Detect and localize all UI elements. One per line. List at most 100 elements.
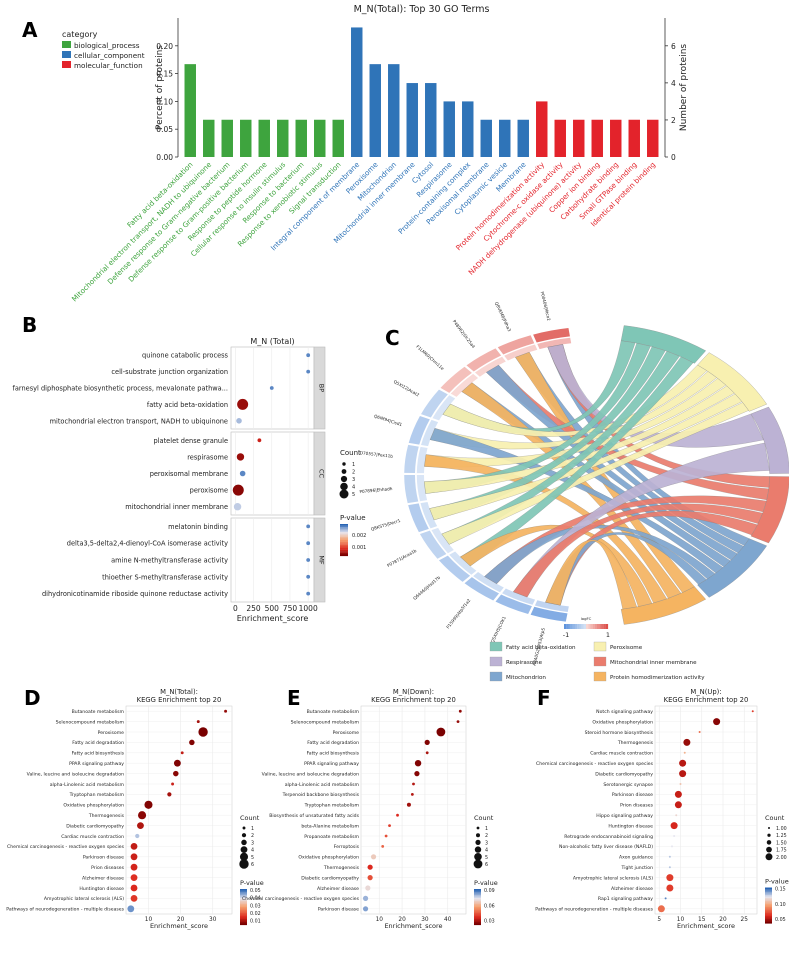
panel-label-a: A <box>22 18 38 42</box>
chart-c-scale-segment <box>566 624 569 629</box>
chart-b-facet-label: BP <box>318 384 326 392</box>
chart-e-point <box>424 739 430 746</box>
chart-a-bar <box>628 119 640 157</box>
chart-c-gene-inner-segment <box>449 551 477 575</box>
chart-e-term-label: Thermogenesis <box>323 865 360 871</box>
chart-e-term-label: alpha-Linolenic acid metabolism <box>285 782 360 788</box>
chart-d-point <box>171 782 175 786</box>
chart-d-colorbar-segment <box>240 895 247 897</box>
chart-e-colorbar-segment <box>474 917 481 920</box>
chart-d-term-label: Parkinson disease <box>83 855 124 861</box>
chart-a-bar <box>443 101 455 157</box>
chart-f-term-label: Prion diseases <box>620 803 653 809</box>
chart-b-title: M_N (Total) <box>250 337 294 346</box>
chart-f-term-label: Hippo signaling pathway <box>596 813 653 819</box>
chart-c-legend-swatch <box>593 656 607 667</box>
chart-e-colorbar-segment <box>474 920 481 923</box>
chart-b-facet-label: MF <box>318 555 326 565</box>
chart-b-term-label: cell-substrate junction organization <box>111 368 228 376</box>
chart-c-legend-label: Respirasome <box>506 660 543 666</box>
chart-a-legend-label: molecular_function <box>74 61 143 70</box>
chart-e-term-label: PPAR signaling pathway <box>304 761 359 767</box>
chart-a-legend-swatch <box>62 51 71 58</box>
chart-f-colorbar-segment <box>765 887 772 890</box>
panel-label-e: E <box>287 686 301 710</box>
chart-f-term-label: Oxidative phosphorylation <box>592 719 653 725</box>
chart-b-term-label: peroxisome <box>190 487 228 495</box>
chart-c-gene-inner-segment <box>421 419 439 447</box>
chart-f-point <box>675 814 678 817</box>
chart-b-point <box>239 470 246 477</box>
chart-d-term-label: Amyotrophic lateral sclerosis (ALS) <box>44 896 124 902</box>
chart-c-gene-inner-segment <box>504 344 538 361</box>
chart-d-colorbar-segment <box>240 916 247 918</box>
chart-d-term-label: PPAR signaling pathway <box>69 761 124 767</box>
chart-a-bar <box>221 119 233 157</box>
chart-f-size-legend-label: 1.75 <box>776 848 787 854</box>
chart-c-gene-inner-segment <box>431 527 454 554</box>
chart-b-term-label: quinone catabolic process <box>142 352 229 360</box>
chart-b-term-label: delta3,5-delta2,4-dienoyl-CoA isomerase … <box>67 540 228 548</box>
chart-f-point <box>668 855 671 858</box>
chart-b-colorbar-segment <box>340 546 348 549</box>
chart-f-term-label: Chemical carcinogenesis - reactive oxyge… <box>536 761 654 767</box>
chart-b-point <box>306 591 311 596</box>
chart-e-point <box>425 751 429 755</box>
chart-f-point <box>713 718 721 726</box>
chart-d-colorbar-segment <box>240 904 247 906</box>
chart-b-term-label: respirasome <box>187 453 228 461</box>
chart-d-point <box>224 709 228 713</box>
chart-b-colorbar-segment <box>340 532 348 534</box>
chart-c-gene-segment <box>466 348 502 372</box>
chart-d-point <box>130 884 138 892</box>
chart-d-colorbar-segment <box>240 902 247 905</box>
chart-b-colorbar-segment <box>340 530 348 533</box>
chart-a-y-label: Percent of proteins <box>155 45 165 130</box>
chart-e-point <box>367 875 373 881</box>
chart-c-term-segment <box>750 406 789 474</box>
chart-b-term-label: thioether S-methyltransferase activity <box>102 573 228 581</box>
chart-f-point <box>666 874 674 882</box>
chart-c-gene-inner-segment <box>502 588 536 605</box>
chart-f-colorbar-segment <box>765 890 772 893</box>
chart-f-colorbar-segment <box>765 895 772 897</box>
panel-label-d: D <box>24 686 41 710</box>
chart-b-colorbar-label: 0.002 <box>352 533 366 539</box>
chart-c-scale-segment <box>579 624 582 629</box>
chart-b-term-label: peroxisomal membrane <box>150 470 228 478</box>
chart-e-colorbar-segment <box>474 914 481 917</box>
chart-b-term-label: mitochondrial electron transport, NADH t… <box>50 417 228 425</box>
chart-a-y-tick-label: 0.15 <box>156 70 173 79</box>
chart-e-x-label: Enrichment_score <box>384 922 442 930</box>
chart-a-legend-label: cellular_component <box>74 51 145 60</box>
chart-b-colorbar-segment <box>340 548 348 550</box>
chart-d-size-legend-dot <box>241 839 247 846</box>
chart-b-x-tick-label: 750 <box>283 604 298 613</box>
chart-e-colorbar-label: 0.09 <box>484 888 495 894</box>
chart-b-point <box>236 418 242 424</box>
chart-f-title: M_N(Up): <box>690 688 721 696</box>
chart-f-colorbar-segment <box>765 922 772 924</box>
chart-f-color-legend-title: P-value <box>765 878 789 886</box>
chart-c-scale-segment <box>594 624 598 629</box>
chart-c-ribbon <box>486 364 738 561</box>
chart-e-term-label: Propanoate metabolism <box>304 834 359 840</box>
chart-b-facet-strip <box>313 431 326 516</box>
chart-b-term-label: mitochondrial inner membrane <box>125 503 228 511</box>
chart-c-ribbon <box>442 364 708 437</box>
chart-f-size-legend-dot <box>766 846 772 853</box>
chart-c-scale-segment <box>599 624 602 629</box>
chart-a-y2-tick-label: 4 <box>671 79 676 88</box>
chart-f-point <box>679 770 687 778</box>
chart-e-point <box>362 906 369 912</box>
chart-d-size-legend-label: 1 <box>251 826 254 832</box>
chart-f-point <box>666 884 674 892</box>
chart-e-size-legend-dot <box>473 859 483 869</box>
chart-c-scale-segment <box>581 624 584 629</box>
chart-b-colorbar-segment <box>340 540 348 542</box>
chart-b-colorbar-segment <box>340 544 348 547</box>
chart-c-gene-inner-segment <box>537 337 572 350</box>
chart-d-colorbar-segment <box>240 892 247 894</box>
chart-f-point <box>657 905 665 913</box>
